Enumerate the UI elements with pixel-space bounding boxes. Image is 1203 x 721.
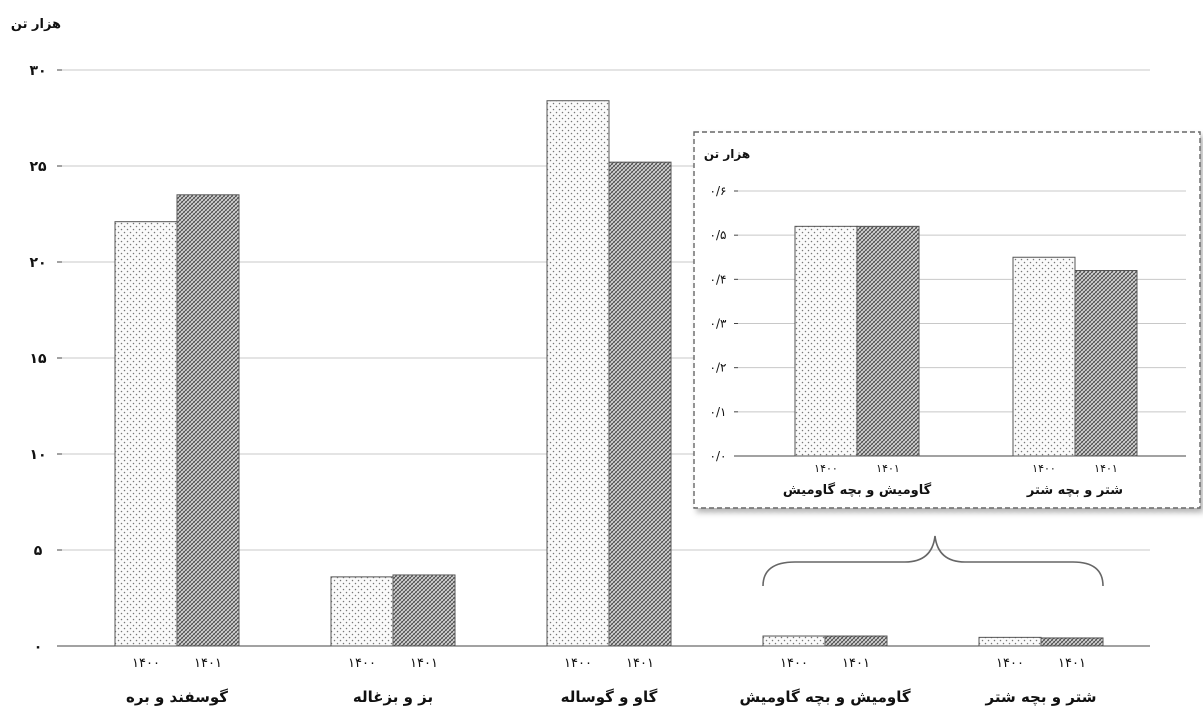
inset-bar-1400 — [1012, 256, 1076, 457]
bar-1401 — [392, 574, 456, 647]
bar-year-label: ۱۴۰۰ — [564, 656, 592, 671]
inset-bar-1401 — [856, 225, 920, 457]
bar-year-label: ۱۴۰۰ — [132, 656, 160, 671]
inset-y-tick-label: ۰/۱ — [710, 405, 727, 419]
inset-chart: هزار تن ۰/۰ ۰/۱ ۰/۲ ۰/۳ ۰/۴ ۰/۵ ۰/۶ ۱۴۰۰ ۱۴۰۱ گاوم… — [693, 131, 1201, 509]
bar-year-label: ۱۴۰۱ — [626, 656, 654, 671]
category-label: گاومیش و بچه گاومیش — [739, 688, 910, 707]
inset-bar-year-label: ۱۴۰۱ — [1094, 462, 1118, 475]
inset-y-tick-label: ۰/۵ — [710, 228, 727, 242]
y-tick-label: ۱۰ — [29, 447, 46, 463]
inset-bar-year-label: ۱۴۰۰ — [1032, 462, 1056, 475]
inset-y-tick-label: ۰/۴ — [710, 272, 727, 286]
y-axis-unit-label: هزار تن — [11, 17, 61, 32]
inset-bar-year-label: ۱۴۰۰ — [814, 462, 838, 475]
bar-year-label: ۱۴۰۰ — [780, 656, 808, 671]
y-tick-label: ۳۰ — [29, 63, 46, 79]
inset-y-tick-label: ۰/۶ — [710, 184, 727, 198]
bar-1401 — [176, 194, 240, 647]
y-tick-label: ۱۵ — [29, 351, 47, 367]
y-tick-label: ۰ — [34, 639, 43, 655]
inset-category-label: گاومیش و بچه گاومیش — [783, 482, 932, 498]
bar-1401 — [608, 161, 672, 647]
inset-bar-year-label: ۱۴۰۱ — [876, 462, 900, 475]
inset-y-tick-label: ۰/۰ — [710, 449, 727, 463]
bar-year-label: ۱۴۰۱ — [842, 656, 870, 671]
main-chart: هزار تن ۰ ۵ ۱۰ ۱۵ ۲۰ ۲۵ ۳۰ ۱۴۰۰ ۱۴۰۱ گوسفند و بره ۱… — [11, 17, 1150, 707]
bar-year-label: ۱۴۰۰ — [348, 656, 376, 671]
category-label: گاو و گوساله — [561, 688, 658, 706]
bar-year-label: ۱۴۰۱ — [194, 656, 222, 671]
inset-bar-1400 — [794, 225, 858, 457]
bar-1401 — [1040, 637, 1104, 647]
y-tick-label: ۲۵ — [29, 159, 47, 175]
inset-category-label: شتر و بچه شتر — [1026, 483, 1123, 498]
bar-1400 — [978, 636, 1042, 647]
inset-bar-1401 — [1074, 270, 1138, 457]
inset-y-tick-label: ۰/۳ — [710, 317, 727, 331]
category-label: بز و بزغاله — [353, 688, 433, 706]
bar-1400 — [762, 635, 826, 647]
category-label: گوسفند و بره — [126, 688, 228, 706]
bar-1400 — [546, 100, 610, 647]
bar-year-label: ۱۴۰۱ — [410, 656, 438, 671]
y-tick-label: ۲۰ — [29, 255, 46, 271]
bar-1401 — [824, 635, 888, 647]
bar-1400 — [114, 221, 178, 647]
y-tick-label: ۵ — [34, 543, 43, 559]
bar-year-label: ۱۴۰۱ — [1058, 656, 1086, 671]
bar-1400 — [330, 576, 394, 647]
category-label: شتر و بچه شتر — [985, 688, 1097, 707]
bracket-connector — [762, 535, 1104, 587]
inset-unit-label: هزار تن — [704, 147, 750, 161]
inset-y-tick-label: ۰/۲ — [710, 361, 727, 375]
brace-group — [762, 535, 1104, 587]
bar-year-label: ۱۴۰۰ — [996, 656, 1024, 671]
